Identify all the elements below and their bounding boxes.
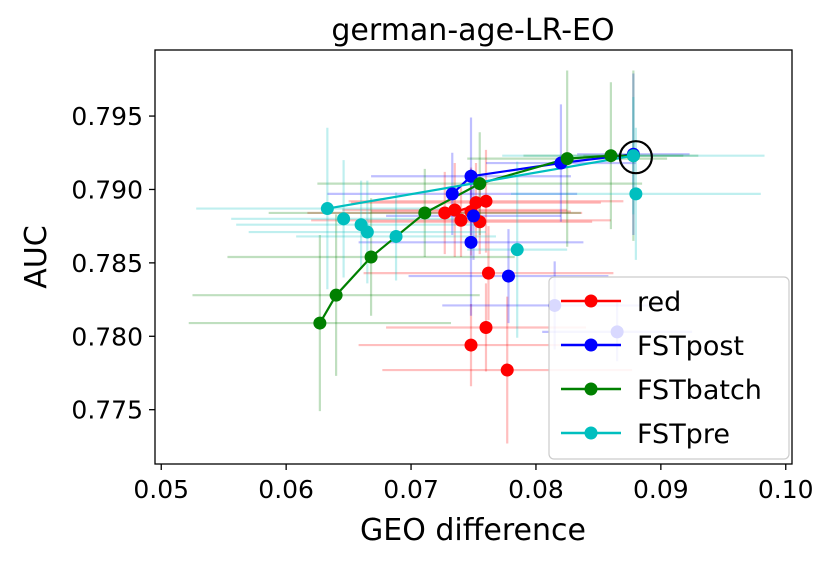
highlight-circle (618, 140, 653, 175)
fstpost-point-4 (501, 269, 515, 283)
x-tick-label-3: 0.08 (508, 475, 564, 504)
red-point-7 (481, 266, 495, 280)
legend-fstpost-label: FSTpost (637, 331, 744, 362)
y-tick-label-4: 0.795 (71, 102, 143, 131)
plot-frame (154, 49, 793, 465)
fstbatch-point-5 (560, 152, 574, 166)
fstpre-point-4 (389, 229, 403, 243)
fstpre-point-0 (320, 202, 334, 216)
x-tick-label-2: 0.07 (383, 475, 439, 504)
legend-red-label: red (637, 287, 681, 318)
fstpre-point-3 (360, 225, 374, 239)
red-point-10 (500, 363, 514, 377)
x-tick-label-0: 0.05 (133, 475, 189, 504)
legend-fstbatch-label: FSTbatch (637, 375, 762, 406)
x-axis-title: GEO difference (360, 513, 586, 548)
fstpost-point-1 (464, 169, 478, 183)
y-tick-label-3: 0.790 (71, 175, 143, 204)
red-point-4 (469, 196, 483, 210)
legend: red FSTpost FSTbatch FSTpre (548, 276, 790, 460)
fstpost-point-3 (467, 209, 480, 223)
x-tick-label-5: 0.10 (758, 475, 814, 504)
fstpost-point-0 (445, 187, 459, 201)
legend-box (548, 276, 790, 460)
y-tick-label-1: 0.780 (71, 322, 143, 351)
fstpre-point-6 (626, 149, 640, 163)
x-tick-label-1: 0.06 (258, 475, 314, 504)
fstbatch-point-0 (313, 316, 327, 330)
y-tick-label-2: 0.785 (71, 249, 143, 278)
legend-fstpre-label: FSTpre (637, 419, 730, 450)
x-tick-label-4: 0.09 (633, 475, 689, 504)
red-point-9 (464, 338, 478, 352)
red-point-8 (479, 320, 493, 334)
x-axis-ticks: 0.05 0.06 0.07 0.08 0.09 0.10 (133, 464, 814, 504)
fstbatch-point-4 (473, 177, 487, 191)
y-tick-label-0: 0.775 (71, 396, 143, 425)
legend-fstpre-marker (584, 426, 598, 440)
red-point-6 (479, 194, 493, 208)
y-axis-title: AUC (19, 225, 54, 288)
fstpre-point-5 (510, 243, 524, 257)
legend-fstbatch-marker (584, 382, 598, 396)
fstbatch-point-6 (604, 149, 618, 163)
fstpre-point-7 (629, 187, 643, 201)
red-point-1 (448, 203, 462, 217)
red-point-0 (438, 206, 452, 220)
chart-title: german-age-LR-EO (331, 13, 614, 48)
legend-red-marker (584, 294, 598, 308)
fstbatch-point-3 (418, 206, 432, 220)
y-axis-ticks: 0.775 0.780 0.785 0.790 0.795 (71, 102, 155, 425)
fstbatch-point-1 (329, 288, 343, 302)
red-point-2 (454, 213, 468, 227)
fstbatch-point-2 (364, 250, 378, 264)
highlight-marker (618, 140, 653, 175)
fstpre-point-1 (337, 212, 351, 226)
fstpost-point-2 (464, 235, 478, 249)
legend-fstpost-marker (584, 338, 598, 352)
